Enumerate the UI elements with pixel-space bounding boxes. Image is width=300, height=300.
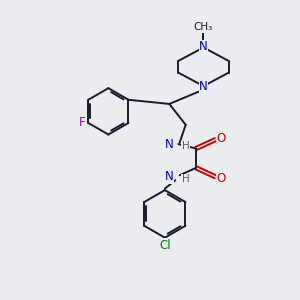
Text: H: H	[182, 141, 190, 152]
Text: CH₃: CH₃	[194, 22, 213, 32]
Text: N: N	[199, 40, 208, 53]
Text: F: F	[79, 116, 85, 130]
Text: O: O	[217, 172, 226, 185]
Text: H: H	[182, 174, 190, 184]
Text: N: N	[165, 138, 174, 151]
Text: Cl: Cl	[159, 238, 171, 252]
Text: N: N	[199, 80, 208, 93]
Text: N: N	[165, 170, 174, 183]
Text: O: O	[217, 132, 226, 145]
